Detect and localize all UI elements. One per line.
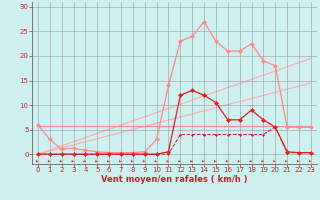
X-axis label: Vent moyen/en rafales ( km/h ): Vent moyen/en rafales ( km/h ) [101, 175, 248, 184]
